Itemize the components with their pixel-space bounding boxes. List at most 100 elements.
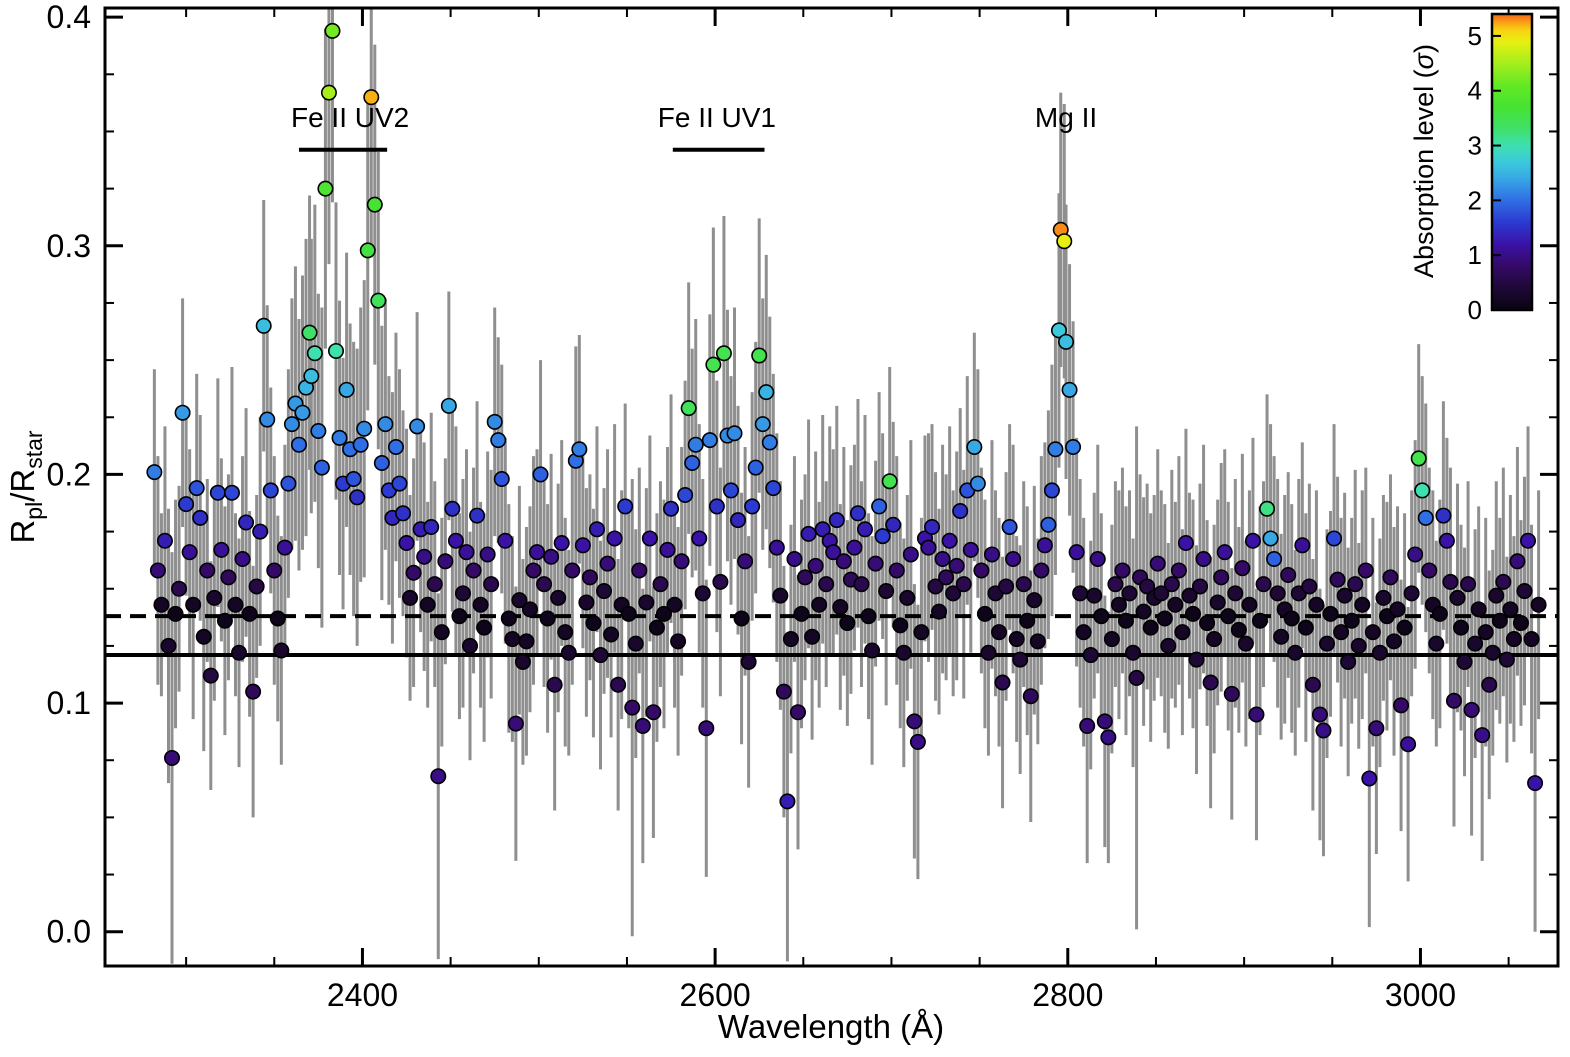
data-point [1343, 612, 1360, 629]
x-tick-label: 2400 [327, 977, 398, 1013]
data-point [416, 548, 433, 565]
data-point [532, 466, 549, 483]
data-point [1516, 583, 1533, 600]
data-point [1456, 653, 1473, 670]
data-point [209, 484, 226, 501]
data-point [973, 562, 990, 579]
data-point [1435, 507, 1452, 524]
data-point [195, 628, 212, 645]
data-point [1308, 596, 1325, 613]
data-point [1139, 578, 1156, 595]
data-point [1470, 601, 1487, 618]
data-point [430, 768, 447, 785]
data-point [1474, 727, 1491, 744]
data-point [1181, 587, 1198, 604]
data-point [610, 676, 627, 693]
annotation-label: Fe II UV2 [291, 102, 409, 133]
data-point [529, 544, 546, 561]
data-point [779, 793, 796, 810]
data-point [310, 422, 327, 439]
data-point [1329, 571, 1346, 588]
data-point [234, 551, 251, 568]
data-point [811, 596, 828, 613]
data-point [1350, 637, 1367, 654]
data-point [846, 539, 863, 556]
data-point [248, 578, 265, 595]
data-point [479, 546, 496, 563]
data-point [521, 601, 538, 618]
y-tick-label: 0.1 [47, 685, 91, 721]
data-point [684, 454, 701, 471]
data-point [945, 585, 962, 602]
data-point [174, 404, 191, 421]
data-point [1484, 644, 1501, 661]
data-point [592, 647, 609, 664]
data-point [1056, 233, 1073, 250]
data-point [1280, 567, 1297, 584]
data-point [1266, 551, 1283, 568]
data-point [1036, 537, 1053, 554]
data-point [1428, 635, 1445, 652]
data-point [306, 345, 323, 362]
plot-border [103, 6, 1560, 968]
data-point [895, 644, 912, 661]
data-point [1001, 519, 1018, 536]
data-point [860, 608, 877, 625]
data-point [1259, 500, 1276, 517]
data-point [469, 507, 486, 524]
data-point [153, 596, 170, 613]
data-point [1125, 644, 1142, 661]
data-point [927, 578, 944, 595]
data-point [737, 553, 754, 570]
data-point [1294, 537, 1311, 554]
data-point [1019, 612, 1036, 629]
data-point [1033, 562, 1050, 579]
data-point [694, 585, 711, 602]
data-point [178, 496, 195, 513]
annotation-label: Fe II UV1 [658, 102, 776, 133]
data-point [444, 500, 461, 517]
data-point [1326, 530, 1343, 547]
data-point [356, 420, 373, 437]
data-point [1192, 578, 1209, 595]
data-point [1199, 615, 1216, 632]
data-point [1206, 631, 1223, 648]
data-point [1311, 706, 1328, 723]
data-point [1184, 605, 1201, 622]
data-point [156, 532, 173, 549]
data-point [359, 242, 376, 259]
data-point [885, 516, 902, 533]
data-point [202, 667, 219, 684]
data-point [458, 544, 475, 561]
data-point [871, 498, 888, 515]
data-point [276, 539, 293, 556]
data-point [171, 580, 188, 597]
data-point [571, 441, 588, 458]
colorbar-tick-label: 1 [1468, 240, 1482, 270]
data-point [1460, 576, 1477, 593]
data-point [864, 642, 881, 659]
data-point [1005, 551, 1022, 568]
data-point [167, 605, 184, 622]
data-point [1008, 631, 1025, 648]
data-point [398, 535, 415, 552]
data-point [976, 605, 993, 622]
data-point [768, 539, 785, 556]
y-tick-label: 0.0 [47, 914, 91, 950]
data-point [1103, 631, 1120, 648]
data-point [366, 196, 383, 213]
y-tick-label: 0.2 [47, 456, 91, 492]
error-bars-layer [152, 8, 1541, 964]
data-point [486, 413, 503, 430]
data-point [1121, 585, 1138, 602]
data-point [331, 429, 348, 446]
data-point [599, 555, 616, 572]
data-point [303, 368, 320, 385]
data-point [553, 535, 570, 552]
data-point [624, 699, 641, 716]
data-point [1417, 509, 1434, 526]
data-point [1449, 589, 1466, 606]
data-point [1520, 532, 1537, 549]
data-point [402, 589, 419, 606]
data-point [1255, 576, 1272, 593]
